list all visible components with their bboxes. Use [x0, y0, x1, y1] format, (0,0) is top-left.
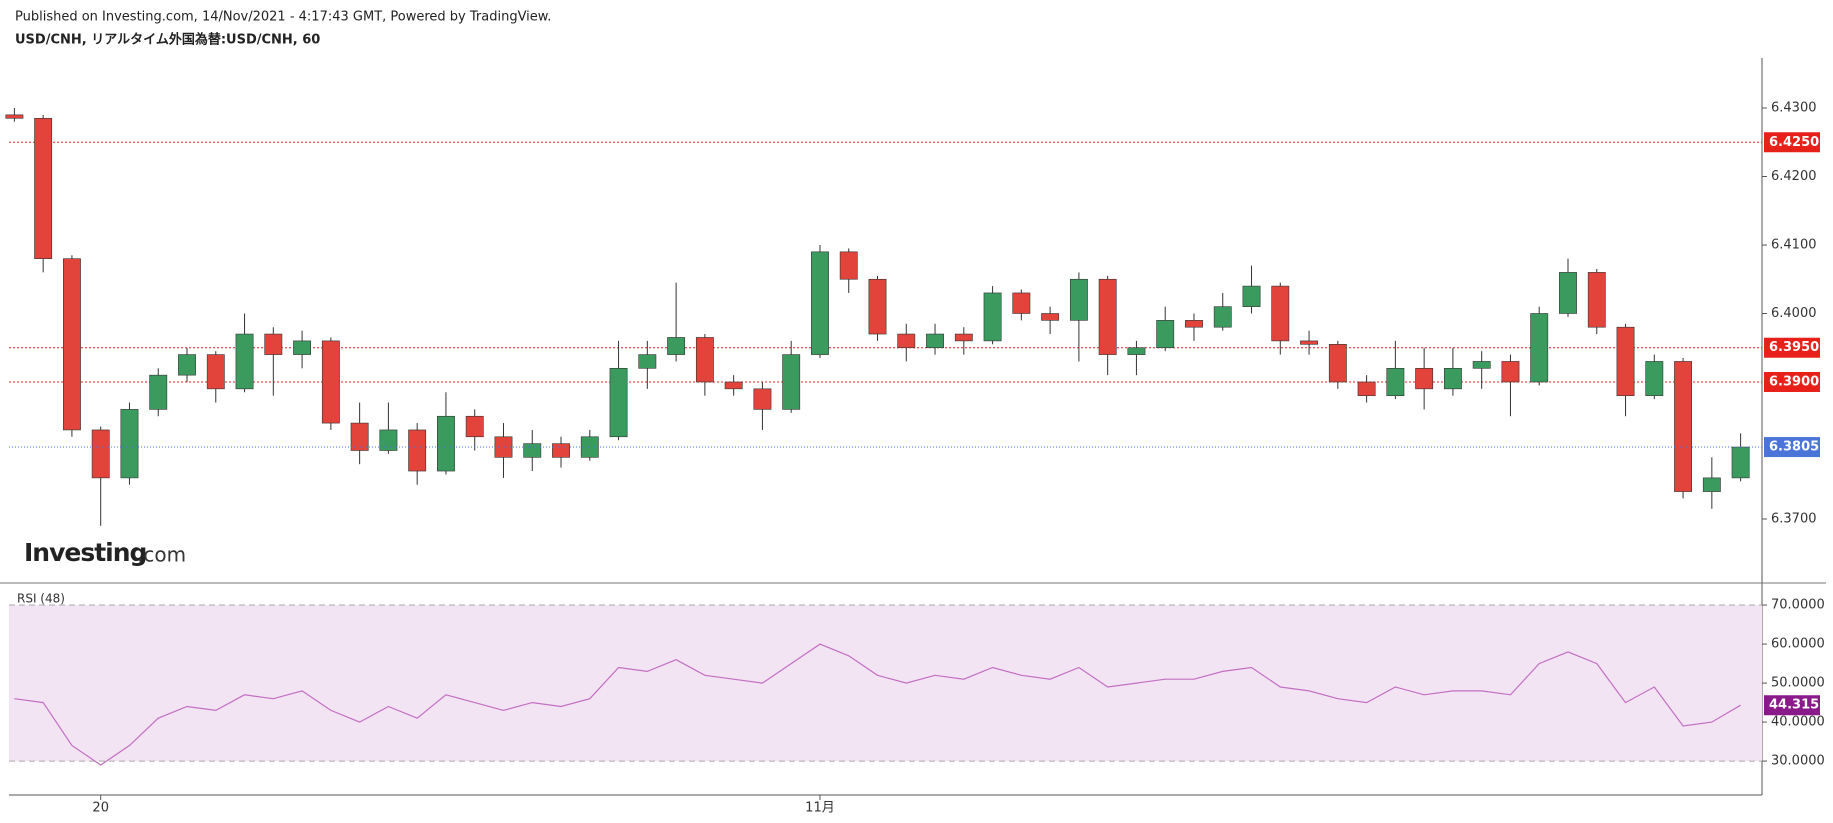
- last-price-label-box: [1764, 437, 1820, 458]
- candle-body: [695, 337, 714, 383]
- y-tick-label: 40.0000: [1771, 715, 1825, 730]
- candle-body: [1185, 320, 1203, 328]
- candle-body: [494, 436, 513, 458]
- level-label: 6.3900: [1769, 374, 1819, 389]
- candle-body: [408, 429, 427, 472]
- x-tick-label: 11月: [805, 801, 835, 816]
- candle-body: [1501, 361, 1520, 383]
- candle-body: [1616, 326, 1635, 396]
- candle-body: [839, 251, 858, 280]
- candle-body: [1472, 361, 1491, 369]
- candle-body: [638, 354, 657, 369]
- y-tick-label: 6.4100: [1771, 237, 1817, 252]
- level-label: 6.4250: [1769, 135, 1819, 150]
- candle-body: [91, 429, 110, 479]
- candle-body: [293, 340, 312, 355]
- candle-body: [120, 409, 139, 479]
- candle-body: [1674, 361, 1693, 492]
- candle-body: [235, 333, 254, 390]
- candle-body: [1242, 285, 1261, 307]
- candle-body: [811, 251, 829, 355]
- candle-body: [667, 337, 686, 355]
- candle-body: [926, 333, 944, 349]
- rsi-band: [9, 605, 1762, 762]
- candle-body: [379, 429, 398, 451]
- candle-body: [1415, 367, 1434, 390]
- candle-body: [1271, 285, 1290, 342]
- candle-body: [178, 354, 196, 376]
- candle-body: [1386, 367, 1405, 396]
- candle-body: [1443, 367, 1462, 390]
- candle-body: [1530, 313, 1549, 383]
- candle-body: [1702, 477, 1721, 492]
- y-tick-label: 6.4300: [1771, 101, 1817, 116]
- y-tick-label: 6.4000: [1771, 306, 1817, 321]
- published-note: Published on Investing.com, 14/Nov/2021 …: [15, 10, 551, 25]
- rsi-last-label-box: [1764, 695, 1820, 716]
- candle-body: [206, 354, 225, 390]
- candle-body: [465, 415, 484, 438]
- x-tick-label: 20: [92, 801, 109, 816]
- candle-body: [868, 278, 887, 335]
- candle-body: [1731, 446, 1750, 479]
- y-tick-label: 60.0000: [1771, 637, 1825, 652]
- candle-body: [34, 117, 53, 259]
- candle-body: [1559, 272, 1577, 314]
- candle-body: [523, 443, 542, 458]
- candle-body: [1127, 347, 1146, 355]
- candle-body: [580, 436, 599, 458]
- candle-body: [1357, 381, 1376, 396]
- candle-body: [62, 258, 81, 431]
- candle-body: [724, 381, 743, 390]
- candle-body: [753, 388, 772, 410]
- level-label-box: [1764, 371, 1820, 392]
- candle-body: [552, 443, 570, 458]
- candle-body: [1300, 340, 1318, 345]
- candle-body: [782, 354, 801, 410]
- candle-body: [350, 422, 369, 451]
- candle-body: [1645, 361, 1664, 396]
- level-label: 6.3950: [1769, 340, 1819, 355]
- candle-body: [1156, 320, 1175, 349]
- candle-body: [983, 292, 1002, 342]
- pane-title: RSI (48): [17, 592, 65, 606]
- candle-body: [1587, 272, 1606, 328]
- rsi-line: [14, 643, 1741, 766]
- candle-body: [1328, 344, 1347, 383]
- last-price-label: 6.3805: [1769, 440, 1819, 455]
- level-label-box: [1764, 337, 1820, 358]
- candle-body: [1012, 292, 1031, 314]
- level-label-box: [1764, 132, 1820, 153]
- candle-body: [954, 333, 973, 342]
- candle-body: [897, 333, 916, 349]
- candle-body: [1098, 278, 1117, 355]
- symbol-title: USD/CNH, リアルタイム外国為替:USD/CNH, 60: [15, 32, 320, 48]
- y-tick-label: 6.4200: [1771, 169, 1817, 184]
- candle-body: [149, 374, 168, 410]
- candle-body: [609, 367, 628, 438]
- logo-brand: Investing: [24, 538, 146, 567]
- candle-body: [1041, 313, 1060, 321]
- candle-body: [5, 114, 24, 119]
- y-tick-label: 70.0000: [1771, 598, 1825, 613]
- y-tick-label: 30.0000: [1771, 754, 1825, 769]
- candle-body: [1069, 278, 1088, 321]
- y-tick-label: 50.0000: [1771, 676, 1825, 691]
- rsi-last-label: 44.3153: [1769, 698, 1828, 713]
- candle-body: [1213, 306, 1232, 328]
- y-tick-label: 6.3700: [1771, 511, 1817, 526]
- candle-body: [264, 333, 283, 355]
- candle-body: [437, 415, 455, 472]
- candle-body: [321, 340, 340, 424]
- logo-suffix: .com: [137, 543, 186, 567]
